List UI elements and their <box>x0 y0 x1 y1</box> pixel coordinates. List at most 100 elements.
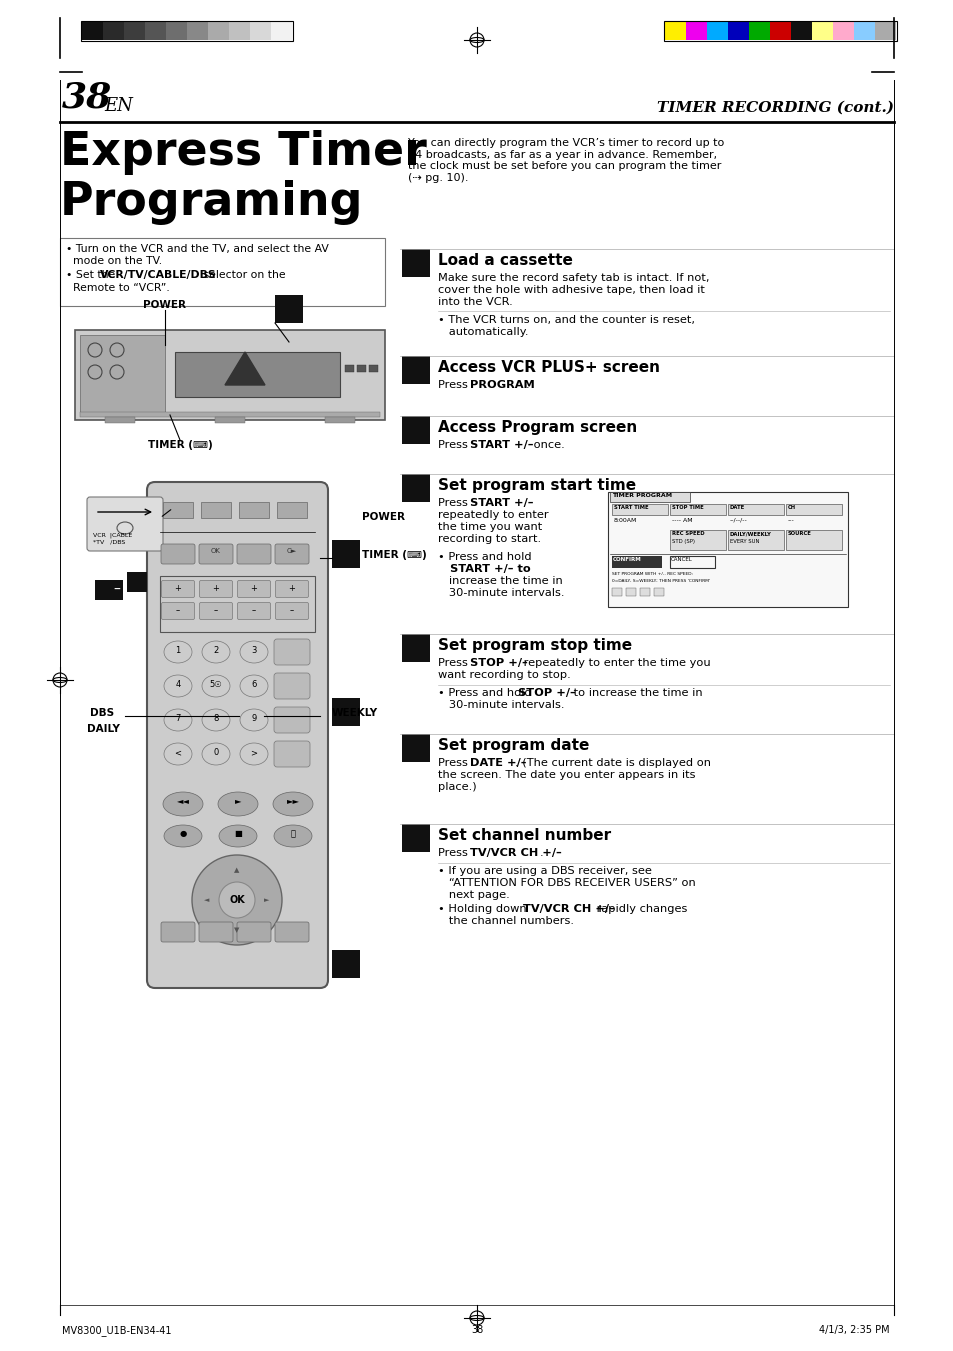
Text: .: . <box>539 848 543 858</box>
Ellipse shape <box>163 792 203 816</box>
FancyBboxPatch shape <box>236 921 271 942</box>
Text: WEEKLY: WEEKLY <box>332 708 377 717</box>
Bar <box>145 22 166 41</box>
Text: repeatedly to enter the time you: repeatedly to enter the time you <box>519 658 710 667</box>
Bar <box>663 22 896 41</box>
Text: TV/VCR CH +/–: TV/VCR CH +/– <box>522 904 614 915</box>
Text: ►►: ►► <box>286 796 299 805</box>
Bar <box>124 22 145 41</box>
Bar <box>769 22 790 41</box>
Bar <box>401 249 430 277</box>
Bar <box>401 474 430 503</box>
Text: CANCEL: CANCEL <box>670 557 692 562</box>
Bar <box>625 588 636 596</box>
Text: 3: 3 <box>251 646 256 655</box>
Bar <box>82 22 103 41</box>
Text: TIMER (⌨): TIMER (⌨) <box>148 440 213 450</box>
Bar <box>669 530 725 550</box>
Bar <box>163 503 193 517</box>
Text: Programing: Programing <box>60 180 363 226</box>
Ellipse shape <box>202 640 230 663</box>
Bar <box>187 22 208 41</box>
Ellipse shape <box>273 792 313 816</box>
Text: the channel numbers.: the channel numbers. <box>437 916 574 925</box>
Text: START +/– to: START +/– to <box>437 563 530 574</box>
Text: place.): place.) <box>437 782 476 792</box>
Bar <box>325 417 355 423</box>
Text: C►: C► <box>287 549 296 554</box>
Text: Press: Press <box>437 440 471 450</box>
Text: • Press and hold: • Press and hold <box>437 553 531 562</box>
Text: Press: Press <box>437 658 471 667</box>
Text: –: – <box>175 607 180 615</box>
Bar <box>332 540 359 567</box>
Text: VCR  |CABLE: VCR |CABLE <box>92 532 132 538</box>
FancyBboxPatch shape <box>274 673 310 698</box>
FancyBboxPatch shape <box>87 497 163 551</box>
Ellipse shape <box>164 825 202 847</box>
Text: ▼: ▼ <box>234 927 239 934</box>
Text: the screen. The date you enter appears in its: the screen. The date you enter appears i… <box>437 770 695 780</box>
Ellipse shape <box>240 743 268 765</box>
Text: ⏸: ⏸ <box>291 830 295 838</box>
Bar <box>332 698 359 725</box>
Bar <box>332 950 359 978</box>
Bar <box>208 22 229 41</box>
Bar <box>401 416 430 444</box>
Text: –: – <box>290 607 294 615</box>
FancyBboxPatch shape <box>237 581 271 597</box>
Text: START TIME: START TIME <box>614 505 648 509</box>
Bar <box>785 530 841 550</box>
FancyBboxPatch shape <box>161 544 194 563</box>
Circle shape <box>219 882 254 917</box>
Text: DAILY/WEEKLY: DAILY/WEEKLY <box>729 531 771 536</box>
Text: ●: ● <box>179 830 187 838</box>
Bar <box>874 22 895 41</box>
Text: Set program stop time: Set program stop time <box>437 638 632 653</box>
Bar <box>727 530 783 550</box>
Bar <box>271 22 292 41</box>
Bar <box>239 503 269 517</box>
Text: Set program start time: Set program start time <box>437 478 636 493</box>
Text: • If you are using a DBS receiver, see: • If you are using a DBS receiver, see <box>437 866 651 875</box>
Text: Make sure the record safety tab is intact. If not,: Make sure the record safety tab is intac… <box>437 273 709 282</box>
Bar <box>229 22 250 41</box>
Text: VCR/TV/CABLE/DBS: VCR/TV/CABLE/DBS <box>100 270 216 280</box>
Ellipse shape <box>202 676 230 697</box>
Text: STD (SP): STD (SP) <box>671 539 695 544</box>
Text: 8:00AM: 8:00AM <box>614 517 637 523</box>
FancyBboxPatch shape <box>199 603 233 620</box>
Bar <box>166 22 187 41</box>
Ellipse shape <box>164 709 192 731</box>
Text: ►: ► <box>264 897 270 902</box>
Text: 1: 1 <box>175 646 180 655</box>
FancyBboxPatch shape <box>237 603 271 620</box>
Ellipse shape <box>240 676 268 697</box>
Text: mode on the TV.: mode on the TV. <box>66 255 162 266</box>
Bar <box>95 580 123 600</box>
Bar <box>401 634 430 662</box>
Bar <box>105 417 135 423</box>
Text: 8: 8 <box>213 713 218 723</box>
Bar <box>75 330 385 420</box>
Text: –: – <box>213 607 218 615</box>
Text: PROGRAM: PROGRAM <box>470 380 535 390</box>
Text: --/--/--: --/--/-- <box>729 517 747 523</box>
Ellipse shape <box>164 743 192 765</box>
Text: EVERY SUN: EVERY SUN <box>729 539 759 544</box>
Text: 5☉: 5☉ <box>210 680 222 689</box>
Text: STOP TIME: STOP TIME <box>671 505 703 509</box>
Bar <box>669 504 725 515</box>
Text: DAILY: DAILY <box>87 724 120 734</box>
Text: 9: 9 <box>251 713 256 723</box>
Text: 2: 2 <box>213 646 218 655</box>
Text: rapidly changes: rapidly changes <box>593 904 687 915</box>
Text: • Holding down: • Holding down <box>437 904 530 915</box>
Text: MV8300_U1B-EN34-41: MV8300_U1B-EN34-41 <box>62 1325 172 1336</box>
Circle shape <box>192 855 282 944</box>
Bar <box>790 22 811 41</box>
Bar <box>80 412 379 417</box>
FancyBboxPatch shape <box>161 921 194 942</box>
Ellipse shape <box>240 640 268 663</box>
Bar <box>201 503 231 517</box>
